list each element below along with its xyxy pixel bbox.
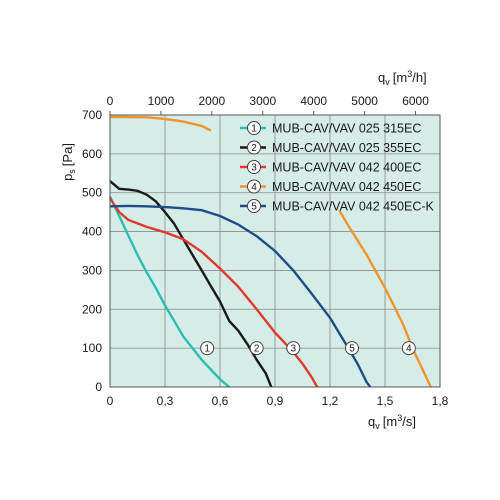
legend-marker-number: 3: [251, 163, 257, 174]
y-tick-labels: 0 100 200 300 400 500 600 700: [82, 108, 102, 394]
legend-marker-circle: [247, 121, 261, 135]
x2-tick-labels: 0 1000 2000 3000 4000 5000 6000: [107, 94, 429, 115]
x2-tick-label: 6000: [402, 94, 429, 108]
y-tick-label: 700: [82, 108, 102, 122]
y-axis-unit: [Pa]: [60, 143, 75, 166]
x-axis-subscript: v: [375, 421, 380, 431]
y-axis-subscript: s: [67, 169, 77, 174]
x2-tick-label: 5000: [351, 94, 378, 108]
y-axis-label: ps [Pa]: [60, 143, 77, 181]
x-axis-unit-post: /s]: [402, 414, 416, 429]
x-tick-label: 0,9: [267, 394, 284, 408]
curve-marker-circle: [345, 341, 359, 356]
x-tick-label: 1,5: [377, 394, 394, 408]
x-tick-label: 0,6: [212, 394, 229, 408]
curve-marker-number: 5: [349, 344, 355, 355]
curve-marker-circle: [249, 341, 264, 356]
x2-tick-label: 0: [107, 94, 114, 108]
curve-marker-circle: [401, 341, 416, 356]
legend-label: MUB-CAV/VAV 042 450EC: [272, 180, 421, 194]
legend-marker-number: 5: [251, 202, 257, 213]
curve-marker-number: 2: [254, 344, 260, 355]
curve-marker-number: 1: [204, 344, 210, 355]
curve-marker-circle: [286, 341, 301, 356]
x-tick-labels: 0 0,3 0,6 0,9 1,2 1,5 1,8: [107, 394, 449, 408]
x2-axis-unit-sup: 3: [407, 69, 412, 79]
legend-label: MUB-CAV/VAV 025 355EC: [272, 141, 421, 155]
legend-marker-circle: [247, 179, 261, 194]
x-axis-unit-pre: [m: [383, 414, 397, 429]
x2-tick-label: 3000: [249, 94, 276, 108]
legend: 1 MUB-CAV/VAV 025 315EC 2 MUB-CAV/VAV 025 3…: [240, 121, 435, 214]
series-line-3: [109, 197, 319, 388]
series-line-4: [109, 115, 212, 132]
curve-marker-number: 3: [291, 344, 297, 355]
series-line-4: [338, 209, 432, 388]
legend-marker-circle: [247, 199, 261, 213]
x2-axis-subscript: v: [385, 77, 390, 87]
legend-label: MUB-CAV/VAV 042 400EC: [272, 161, 421, 175]
x2-axis-label: qv [m3/h]: [378, 69, 427, 87]
legend-label: MUB-CAV/VAV 042 450EC-K: [272, 200, 435, 214]
x-tick-label: 0: [107, 394, 114, 408]
curve-marker-number: 4: [406, 344, 412, 355]
x-axis-label: qv [m3/s]: [368, 413, 416, 431]
legend-marker-circle: [247, 160, 261, 174]
x2-tick-label: 2000: [199, 94, 226, 108]
legend-marker-number: 1: [251, 124, 257, 135]
x-axis-symbol: q: [368, 414, 375, 429]
y-tick-label: 300: [82, 263, 102, 277]
x-tick-label: 1,2: [322, 394, 339, 408]
curve-markers: 1 2 3 5 4: [200, 341, 416, 356]
y-tick-label: 400: [82, 225, 102, 239]
curve-marker-circle: [200, 341, 215, 356]
y-tick-label: 600: [82, 147, 102, 161]
x-tick-label: 0,3: [157, 394, 174, 408]
x-axis-unit-sup: 3: [397, 413, 402, 423]
y-tick-label: 500: [82, 186, 102, 200]
series-line-1: [108, 196, 230, 388]
x2-axis-unit-pre: [m: [393, 70, 407, 85]
y-tick-label: 100: [82, 341, 102, 355]
plot-frame: [109, 114, 441, 388]
legend-marker-number: 2: [251, 143, 257, 154]
x2-tick-label: 1000: [148, 94, 175, 108]
x2-axis-unit-post: /h]: [412, 70, 426, 85]
x2-axis-symbol: q: [378, 70, 385, 85]
y-axis-symbol: p: [60, 174, 75, 181]
y-tick-label: 200: [82, 302, 102, 316]
legend-label: MUB-CAV/VAV 025 315EC: [272, 122, 421, 136]
x-tick-label: 1,8: [432, 394, 449, 408]
series-line-2: [109, 180, 273, 388]
legend-marker-number: 4: [251, 182, 257, 193]
x2-tick-label: 4000: [300, 94, 327, 108]
legend-marker-circle: [247, 140, 261, 155]
y-tick-label: 0: [95, 380, 102, 394]
